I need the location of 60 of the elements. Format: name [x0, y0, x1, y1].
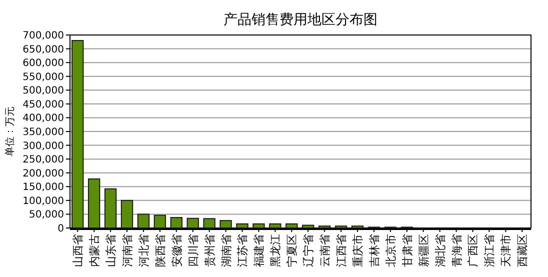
- x-tick-label: 北京市: [384, 234, 398, 267]
- bar: [104, 188, 117, 228]
- y-tick-label: 200,000: [22, 168, 64, 180]
- y-tick-label: 650,000: [22, 44, 64, 56]
- bar: [186, 218, 199, 228]
- x-tick-label: 安徽省: [170, 234, 184, 267]
- x-tick-label: 甘肃省: [400, 234, 414, 267]
- y-tick-label: 0: [58, 224, 64, 234]
- bar: [302, 224, 314, 228]
- x-tick-label: 宁夏区: [286, 234, 299, 267]
- x-tick-label: 四川省: [186, 234, 200, 267]
- x-tick-label: 新疆区: [417, 234, 430, 267]
- x-tick-label: 重庆市: [351, 234, 364, 267]
- y-tick-label: 50,000: [29, 210, 64, 221]
- x-tick-label: 河南省: [120, 234, 134, 267]
- x-tick-label: 吉林省: [368, 234, 381, 267]
- bar: [137, 214, 150, 228]
- x-tick-label: 江苏省: [236, 234, 250, 267]
- x-tick-label: 黑龙江: [269, 234, 282, 267]
- bar: [236, 223, 248, 228]
- x-tick-label: 辽宁省: [302, 234, 316, 267]
- x-tick-label: 福建省: [252, 234, 266, 267]
- x-tick-label: 浙江省: [483, 234, 496, 267]
- bar: [72, 40, 84, 228]
- bar: [120, 200, 134, 228]
- x-tick-label: 河北省: [137, 234, 150, 267]
- x-tick-label: 青海省: [450, 234, 464, 267]
- x-tick-label: 江西省: [335, 234, 348, 267]
- bar: [154, 214, 166, 228]
- y-tick-label: 350,000: [22, 127, 64, 138]
- x-tick-label: 内蒙古: [88, 234, 102, 267]
- x-tick-label: 山西省: [72, 234, 85, 267]
- y-tick-label: 700,000: [22, 30, 64, 42]
- y-tick-label: 400,000: [22, 113, 64, 124]
- x-tick-label: 云南省: [318, 234, 332, 267]
- bar: [170, 217, 182, 228]
- x-tick-label: 西藏区: [516, 234, 530, 267]
- x-tick-label: 湖北省: [434, 234, 447, 267]
- y-tick-label: 600,000: [22, 58, 64, 70]
- x-tick-label: 山东省: [104, 234, 118, 267]
- bar: [220, 220, 232, 228]
- x-tick-label: 贵州省: [203, 234, 216, 267]
- y-tick-label: 150,000: [22, 182, 64, 194]
- y-tick-label: 250,000: [22, 154, 64, 166]
- x-tick-label: 广西区: [466, 234, 480, 267]
- y-tick-label: 100,000: [22, 196, 64, 207]
- x-tick-label: 湖南省: [220, 234, 233, 267]
- x-tick-label: 陕西省: [154, 234, 167, 267]
- y-tick-label: 300,000: [22, 140, 64, 152]
- bar: [88, 178, 100, 228]
- bar: [286, 223, 298, 228]
- bar: [252, 223, 265, 228]
- y-tick-label: 550,000: [22, 72, 64, 83]
- chart-title: 产品销售费用地区分布图: [224, 12, 378, 28]
- bar: [269, 223, 282, 228]
- y-axis-title: 单位：万元: [4, 106, 16, 156]
- y-tick-label: 500,000: [22, 86, 64, 97]
- x-tick-label: 天津市: [500, 234, 513, 267]
- bar: [203, 218, 216, 228]
- y-tick-label: 450,000: [22, 99, 64, 110]
